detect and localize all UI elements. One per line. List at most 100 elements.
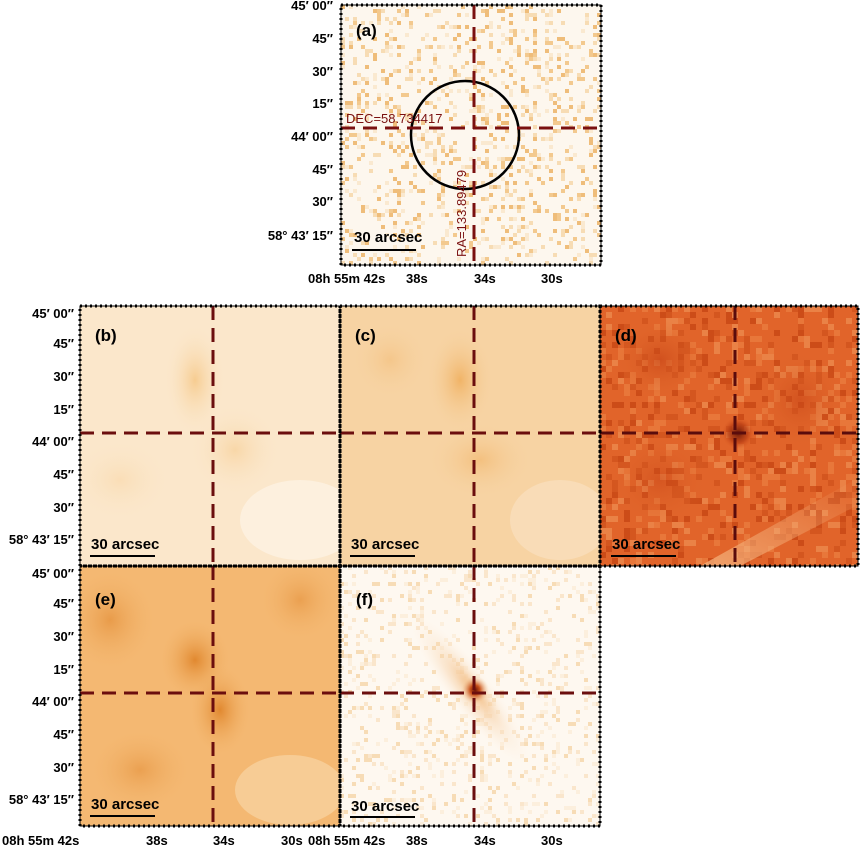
noise-pixel	[702, 354, 708, 360]
noise-pixel	[404, 754, 408, 758]
noise-pixel	[389, 45, 393, 49]
noise-pixel	[448, 590, 452, 594]
noise-pixel	[642, 306, 648, 312]
noise-pixel	[565, 109, 569, 113]
noise-pixel	[572, 586, 576, 590]
noise-pixel	[750, 336, 756, 342]
noise-pixel	[352, 810, 356, 814]
noise-pixel	[456, 638, 460, 642]
noise-pixel	[465, 165, 469, 169]
noise-pixel	[528, 674, 532, 678]
noise-pixel	[810, 450, 816, 456]
noise-pixel	[565, 209, 569, 213]
noise-pixel	[678, 552, 684, 558]
noise-pixel	[672, 528, 678, 534]
noise-pixel	[521, 197, 525, 201]
noise-pixel	[593, 197, 597, 201]
e-xtick-0: 08h 55m 42s	[2, 833, 79, 848]
noise-pixel	[600, 444, 606, 450]
noise-pixel	[564, 682, 568, 686]
noise-pixel	[365, 117, 369, 121]
noise-pixel	[702, 324, 708, 330]
noise-pixel	[353, 57, 357, 61]
noise-pixel	[630, 420, 636, 426]
noise-pixel	[557, 57, 561, 61]
noise-pixel	[525, 181, 529, 185]
noise-pixel	[357, 145, 361, 149]
noise-pixel	[720, 450, 726, 456]
noise-pixel	[581, 221, 585, 225]
noise-pixel	[440, 782, 444, 786]
noise-pixel	[816, 546, 822, 552]
noise-pixel	[572, 806, 576, 810]
noise-pixel	[810, 498, 816, 504]
noise-pixel	[714, 348, 720, 354]
noise-pixel	[393, 121, 397, 125]
noise-pixel	[481, 161, 485, 165]
noise-pixel	[476, 794, 480, 798]
noise-pixel	[376, 818, 380, 822]
noise-pixel	[408, 642, 412, 646]
noise-pixel	[505, 105, 509, 109]
noise-pixel	[473, 85, 477, 89]
noise-pixel	[481, 97, 485, 101]
noise-pixel	[405, 245, 409, 249]
noise-pixel	[385, 17, 389, 21]
noise-pixel	[497, 185, 501, 189]
noise-pixel	[508, 670, 512, 674]
noise-pixel	[589, 141, 593, 145]
noise-pixel	[565, 73, 569, 77]
noise-pixel	[517, 229, 521, 233]
noise-pixel	[445, 233, 449, 237]
noise-pixel	[508, 706, 512, 710]
noise-pixel	[672, 414, 678, 420]
noise-pixel	[409, 77, 413, 81]
noise-pixel	[509, 157, 513, 161]
noise-pixel	[493, 145, 497, 149]
noise-pixel	[569, 225, 573, 229]
e-ytick-1: 45″	[53, 596, 74, 611]
noise-pixel	[525, 93, 529, 97]
noise-pixel	[648, 432, 654, 438]
noise-pixel	[560, 794, 564, 798]
noise-pixel	[528, 734, 532, 738]
noise-pixel	[385, 181, 389, 185]
noise-pixel	[421, 245, 425, 249]
noise-pixel	[393, 245, 397, 249]
noise-pixel	[361, 21, 365, 25]
noise-pixel	[846, 426, 852, 432]
noise-pixel	[560, 790, 564, 794]
noise-pixel	[768, 516, 774, 522]
noise-pixel	[356, 774, 360, 778]
noise-pixel	[672, 534, 678, 540]
noise-pixel	[556, 742, 560, 746]
noise-pixel	[568, 818, 572, 822]
noise-pixel	[397, 129, 401, 133]
noise-pixel	[525, 109, 529, 113]
noise-pixel	[544, 702, 548, 706]
noise-pixel	[532, 754, 536, 758]
noise-pixel	[618, 558, 624, 564]
noise-pixel	[385, 209, 389, 213]
noise-pixel	[580, 810, 584, 814]
noise-pixel	[340, 774, 344, 778]
noise-pixel	[497, 25, 501, 29]
noise-pixel	[597, 21, 601, 25]
noise-pixel	[714, 414, 720, 420]
noise-pixel	[365, 133, 369, 137]
noise-pixel	[457, 45, 461, 49]
noise-pixel	[584, 742, 588, 746]
noise-pixel	[540, 774, 544, 778]
noise-pixel	[786, 462, 792, 468]
noise-pixel	[556, 582, 560, 586]
noise-pixel	[369, 137, 373, 141]
noise-pixel	[348, 626, 352, 630]
grid-outlines	[79, 4, 859, 827]
noise-pixel	[666, 306, 672, 312]
noise-pixel	[384, 766, 388, 770]
panel-a-noise	[341, 5, 601, 265]
noise-pixel	[549, 153, 553, 157]
noise-pixel	[492, 630, 496, 634]
noise-pixel	[509, 13, 513, 17]
noise-pixel	[489, 21, 493, 25]
